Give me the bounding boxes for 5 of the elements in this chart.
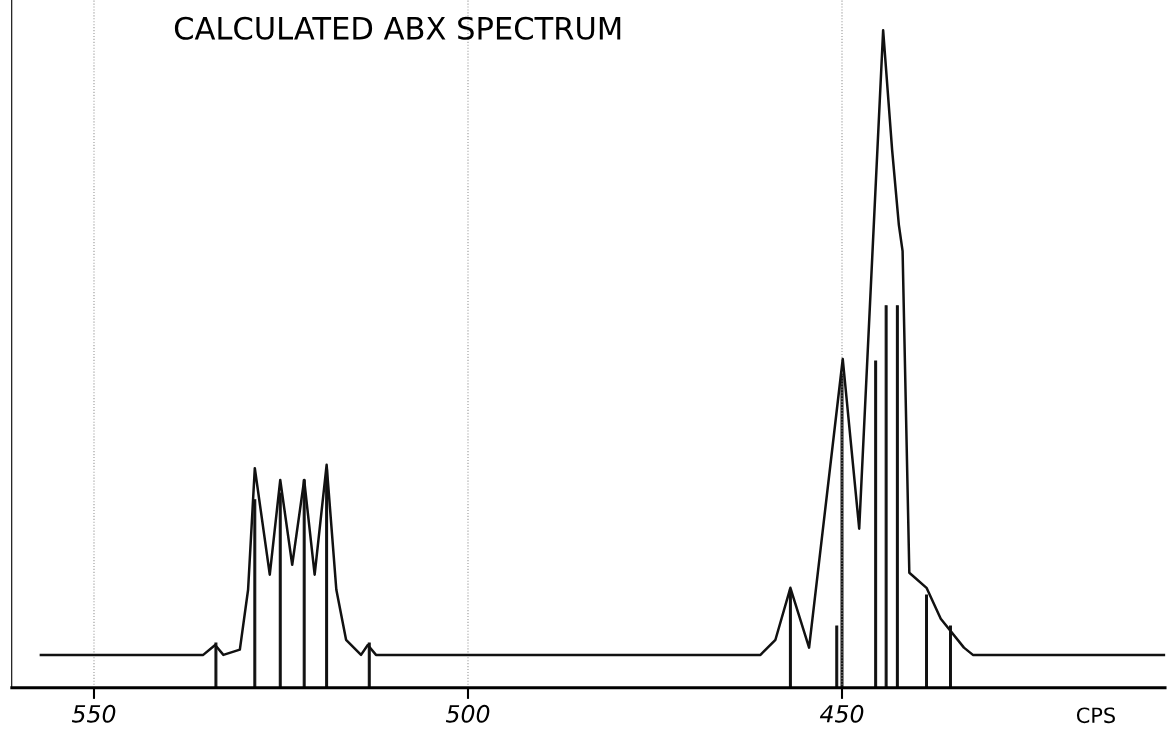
x-tick-label: 550 xyxy=(71,704,116,723)
chart-title: CALCULATED ABX SPECTRUM xyxy=(174,16,621,40)
x-tick-label: 500 xyxy=(445,704,490,723)
x-tick-label: 450 xyxy=(819,704,864,723)
x-axis-title: CPS xyxy=(1076,707,1115,724)
